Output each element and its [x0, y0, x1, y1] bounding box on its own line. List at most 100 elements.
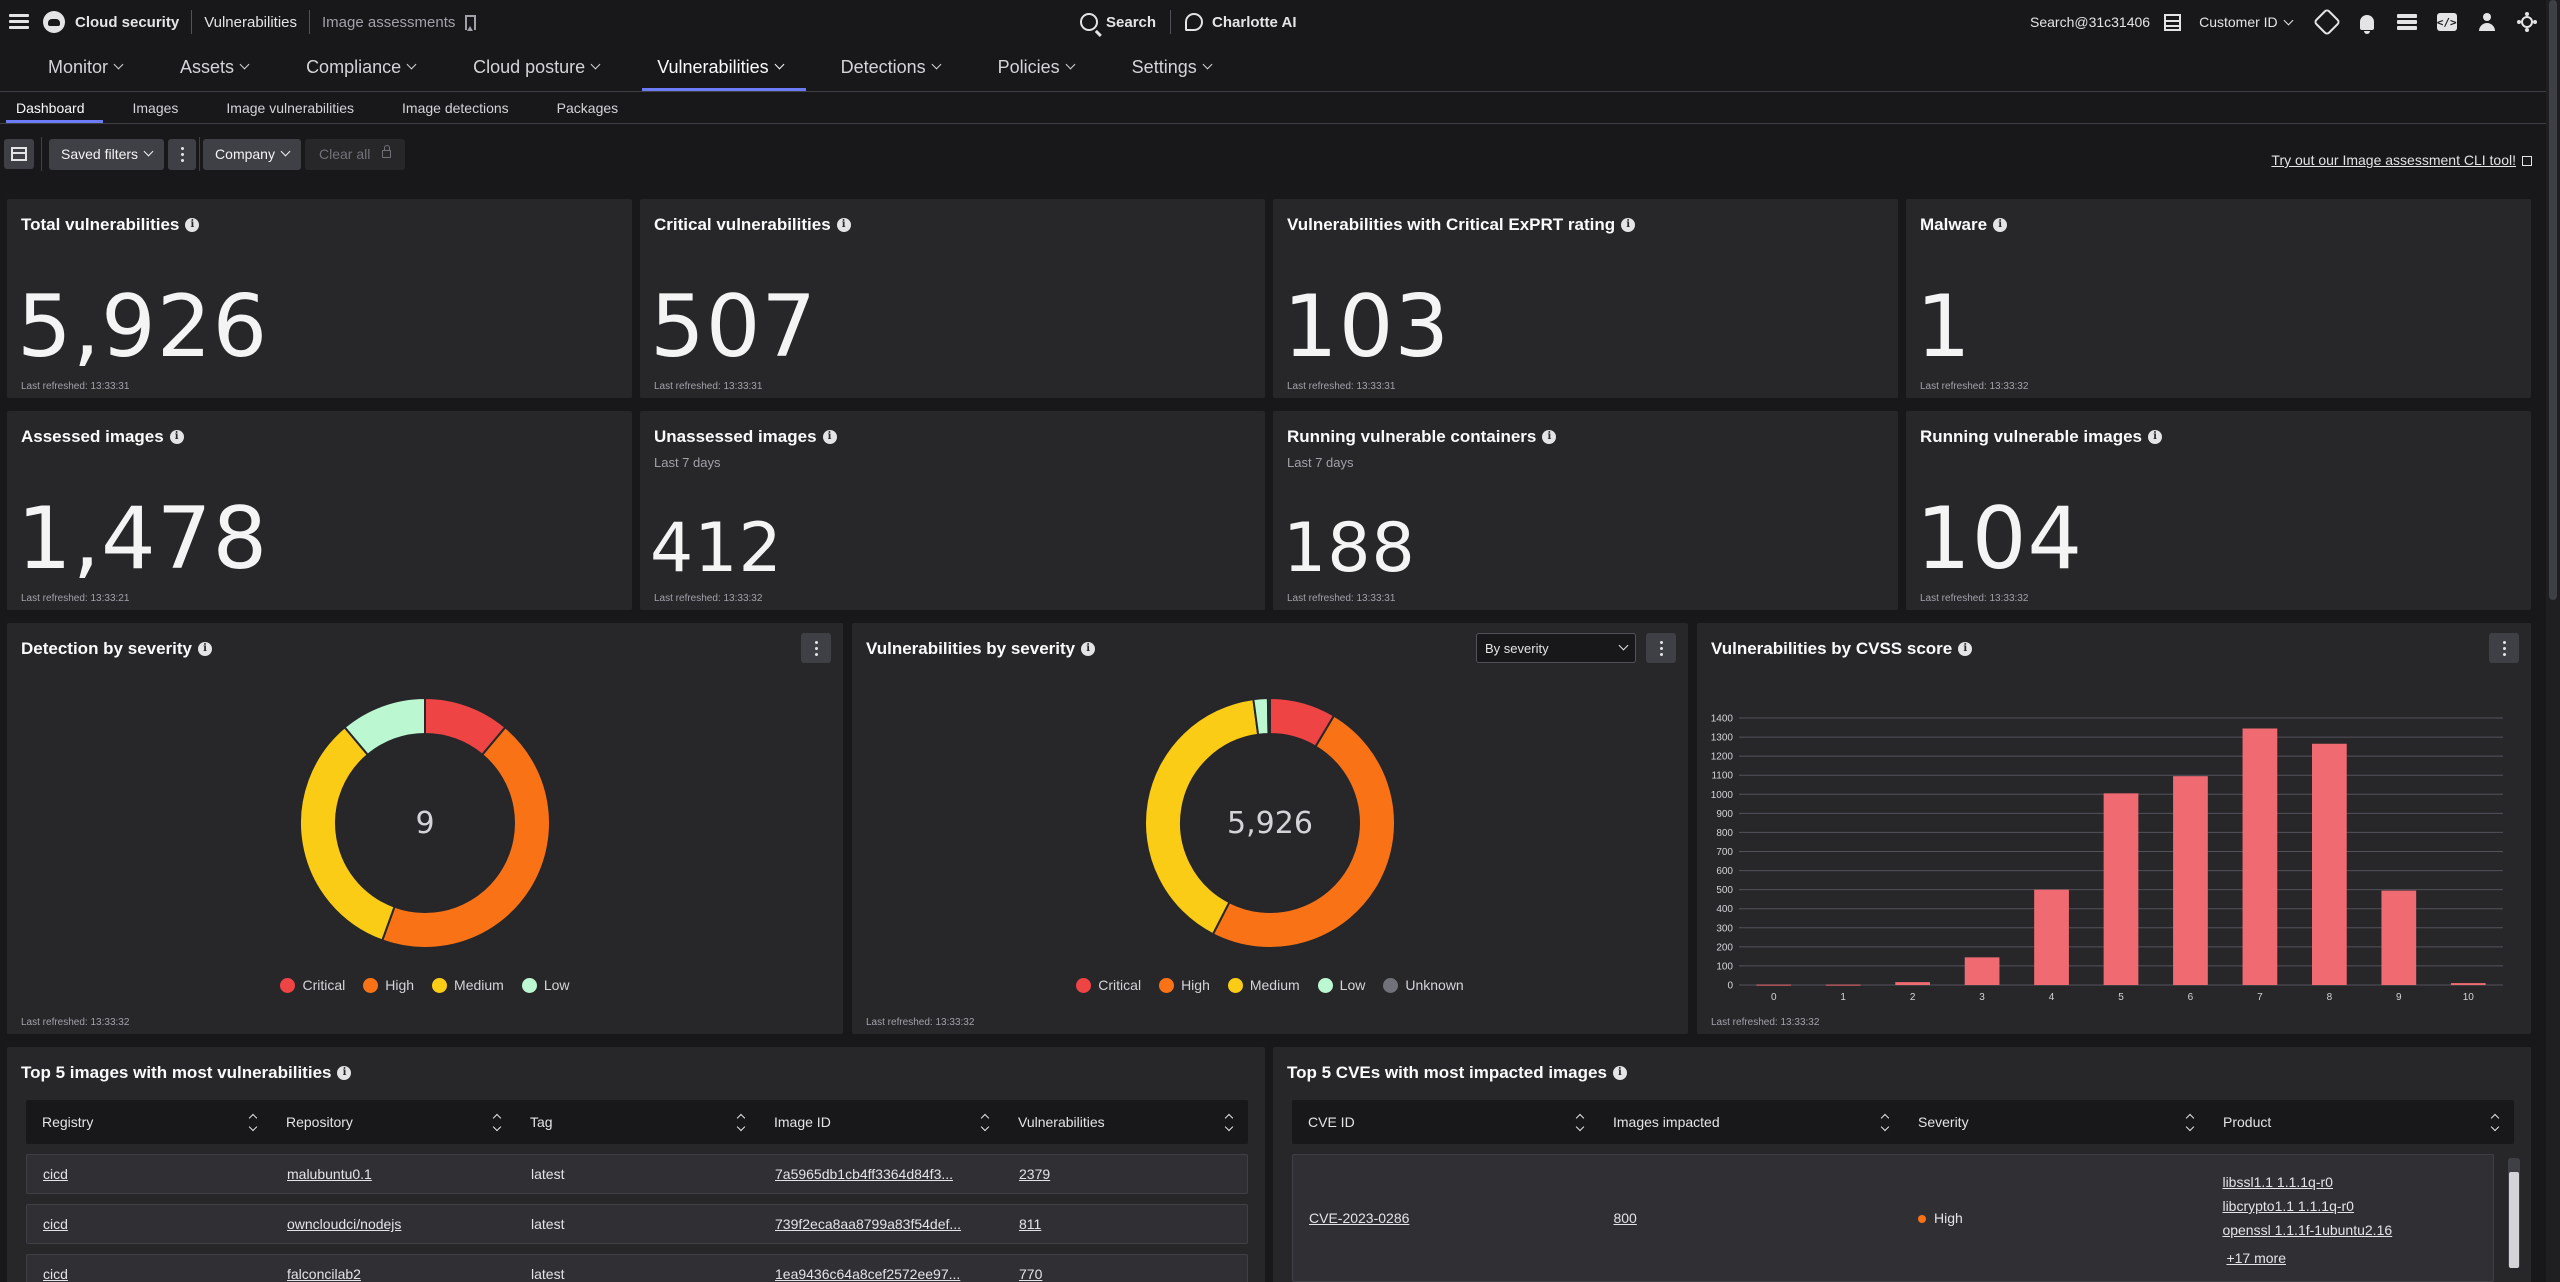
user-profile-icon[interactable]	[2476, 11, 2498, 33]
bar-cvss-3[interactable]	[1964, 957, 2000, 985]
column-header-tag[interactable]: Tag	[514, 1100, 758, 1144]
nav-assets[interactable]: Assets	[165, 44, 263, 91]
cell-vulnerabilities[interactable]: 811	[1019, 1216, 1042, 1232]
legend-item-high[interactable]: High	[1159, 977, 1210, 993]
column-header-image-id[interactable]: Image ID	[758, 1100, 1002, 1144]
cell-image-id[interactable]: 739f2eca8aa8799a83f54def...	[775, 1216, 962, 1232]
cell-repository[interactable]: falconcilab2	[287, 1266, 361, 1282]
page-scrollbar-thumb[interactable]	[2549, 0, 2557, 600]
shield-icon[interactable]	[2312, 7, 2341, 37]
bar-cvss-0[interactable]	[1756, 984, 1792, 986]
donut-slice-unknown[interactable]	[1266, 696, 1271, 736]
stat-card-running-vulnerable-images[interactable]: Running vulnerable images i 104 Last refr…	[1906, 411, 2531, 610]
cell-cve-id[interactable]: CVE-2023-0286	[1309, 1210, 1410, 1226]
column-header-product[interactable]: Product	[2207, 1100, 2512, 1144]
bar-cvss-2[interactable]	[1895, 982, 1930, 985]
cell-images-impacted[interactable]: 800	[1613, 1210, 1637, 1226]
stat-card-assessed-images[interactable]: Assessed images i 1,478 Last refreshed: 1…	[7, 411, 632, 610]
info-icon[interactable]: i	[185, 218, 200, 232]
company-filter-button[interactable]: Company	[203, 138, 301, 170]
filter-options-button[interactable]	[168, 138, 197, 170]
account-name[interactable]: Search@31c31406	[2030, 14, 2151, 30]
tab-images[interactable]: Images	[132, 99, 179, 116]
menu-icon[interactable]	[9, 14, 29, 30]
nav-monitor[interactable]: Monitor	[33, 44, 137, 91]
developer-code-icon[interactable]: </>	[2436, 11, 2458, 33]
theme-sun-icon[interactable]	[2516, 11, 2538, 33]
table-row[interactable]: CVE-2023-0286 800 High libssl1.1 1.1.1q-…	[1292, 1154, 2494, 1282]
legend-item-critical[interactable]: Critical	[1076, 977, 1141, 993]
legend-item-medium[interactable]: Medium	[1227, 977, 1300, 993]
charlotte-ai-button[interactable]: Charlotte AI	[1171, 13, 1297, 31]
bar-cvss-4[interactable]	[2034, 889, 2069, 985]
legend-item-low[interactable]: Low	[1317, 977, 1365, 993]
bar-cvss-5[interactable]	[2103, 793, 2139, 985]
legend-item-medium[interactable]: Medium	[432, 977, 504, 993]
table-row[interactable]: cicd owncloudci/nodejs latest 739f2eca8a…	[26, 1204, 1248, 1244]
product-link[interactable]: libssl1.1 1.1.1q-r0	[2222, 1174, 2333, 1190]
legend-item-high[interactable]: High	[363, 977, 414, 993]
column-header-cve-id[interactable]: CVE ID	[1292, 1100, 1597, 1144]
cell-repository[interactable]: malubuntu0.1	[287, 1166, 372, 1182]
donut-slice-high[interactable]	[380, 725, 551, 949]
page-scrollbar[interactable]	[2546, 0, 2560, 1282]
legend-item-unknown[interactable]: Unknown	[1383, 977, 1464, 993]
tab-packages[interactable]: Packages	[556, 99, 619, 116]
breadcrumb-section[interactable]: Vulnerabilities	[192, 10, 311, 34]
nav-cloud-posture[interactable]: Cloud posture	[458, 44, 614, 91]
tab-image-vulnerabilities[interactable]: Image vulnerabilities	[226, 99, 355, 116]
bar-cvss-9[interactable]	[2381, 890, 2417, 985]
info-icon[interactable]: i	[836, 218, 851, 232]
card-options-button[interactable]	[1646, 633, 1676, 663]
info-icon[interactable]: i	[1993, 218, 2008, 232]
column-header-images-impacted[interactable]: Images impacted	[1597, 1100, 1902, 1144]
bar-cvss-1[interactable]	[1825, 984, 1861, 986]
product-link[interactable]: libcrypto1.1 1.1.1q-r0	[2222, 1198, 2354, 1214]
info-icon[interactable]: i	[1621, 218, 1636, 232]
stat-card-unassessed-images[interactable]: Unassessed images i Last 7 days 412 Last …	[640, 411, 1265, 610]
global-search-button[interactable]: Search	[1080, 10, 1172, 34]
legend-item-low[interactable]: Low	[521, 977, 570, 993]
nav-vulnerabilities[interactable]: Vulnerabilities	[642, 44, 807, 91]
scrollbar-thumb[interactable]	[2509, 1172, 2519, 1268]
cell-repository[interactable]: owncloudci/nodejs	[287, 1216, 402, 1232]
stat-card-malware[interactable]: Malware i 1 Last refreshed: 13:33:32	[1906, 199, 2531, 398]
product-link[interactable]: openssl 1.1.1f-1ubuntu2.16	[2222, 1222, 2393, 1238]
column-header-registry[interactable]: Registry	[26, 1100, 270, 1144]
cell-image-id[interactable]: 7a5965db1cb4ff3364d84f3...	[775, 1166, 954, 1182]
card-options-button[interactable]	[2489, 633, 2519, 663]
nav-policies[interactable]: Policies	[983, 44, 1089, 91]
notifications-bell-icon[interactable]	[2356, 11, 2378, 34]
cell-registry[interactable]: cicd	[43, 1166, 68, 1182]
table-icon[interactable]	[2164, 13, 2182, 31]
column-header-repository[interactable]: Repository	[270, 1100, 514, 1144]
stack-icon[interactable]	[2396, 11, 2418, 33]
bar-cvss-7[interactable]	[2242, 728, 2278, 985]
info-icon[interactable]: i	[1542, 430, 1557, 444]
saved-filters-button[interactable]: Saved filters	[49, 138, 165, 170]
cell-vulnerabilities[interactable]: 770	[1019, 1266, 1043, 1282]
tab-image-detections[interactable]: Image detections	[402, 99, 509, 116]
layout-toggle-button[interactable]	[4, 139, 34, 169]
info-icon[interactable]: i	[2148, 430, 2162, 444]
cli-tool-link[interactable]: Try out our Image assessment CLI tool!	[2271, 152, 2532, 168]
info-icon[interactable]: i	[1612, 1066, 1627, 1080]
column-header-severity[interactable]: Severity	[1902, 1100, 2207, 1144]
tab-dashboard[interactable]: Dashboard	[2, 92, 102, 123]
donut-slice-low[interactable]	[343, 696, 426, 757]
bar-cvss-10[interactable]	[2450, 983, 2486, 985]
info-icon[interactable]: i	[337, 1066, 352, 1080]
cell-image-id[interactable]: 1ea9436c64a8cef2572ee97...	[775, 1266, 961, 1282]
customer-id-dropdown[interactable]: Customer ID	[2199, 14, 2294, 30]
stat-card-running-vulnerable-containers[interactable]: Running vulnerable containers i Last 7 da…	[1273, 411, 1898, 610]
donut-slice-high[interactable]	[1211, 714, 1396, 949]
info-icon[interactable]: i	[1081, 642, 1096, 656]
bookmark-icon[interactable]	[465, 14, 477, 31]
clear-all-button[interactable]: Clear all	[304, 138, 406, 170]
table-row[interactable]: cicd malubuntu0.1 latest 7a5965db1cb4ff3…	[26, 1154, 1248, 1194]
donut-slice-medium[interactable]	[1144, 697, 1260, 936]
legend-item-critical[interactable]: Critical	[280, 977, 345, 993]
table-row[interactable]: cicd falconcilab2 latest 1ea9436c64a8cef…	[26, 1254, 1248, 1282]
info-icon[interactable]: i	[822, 430, 837, 444]
nav-compliance[interactable]: Compliance	[291, 44, 430, 91]
